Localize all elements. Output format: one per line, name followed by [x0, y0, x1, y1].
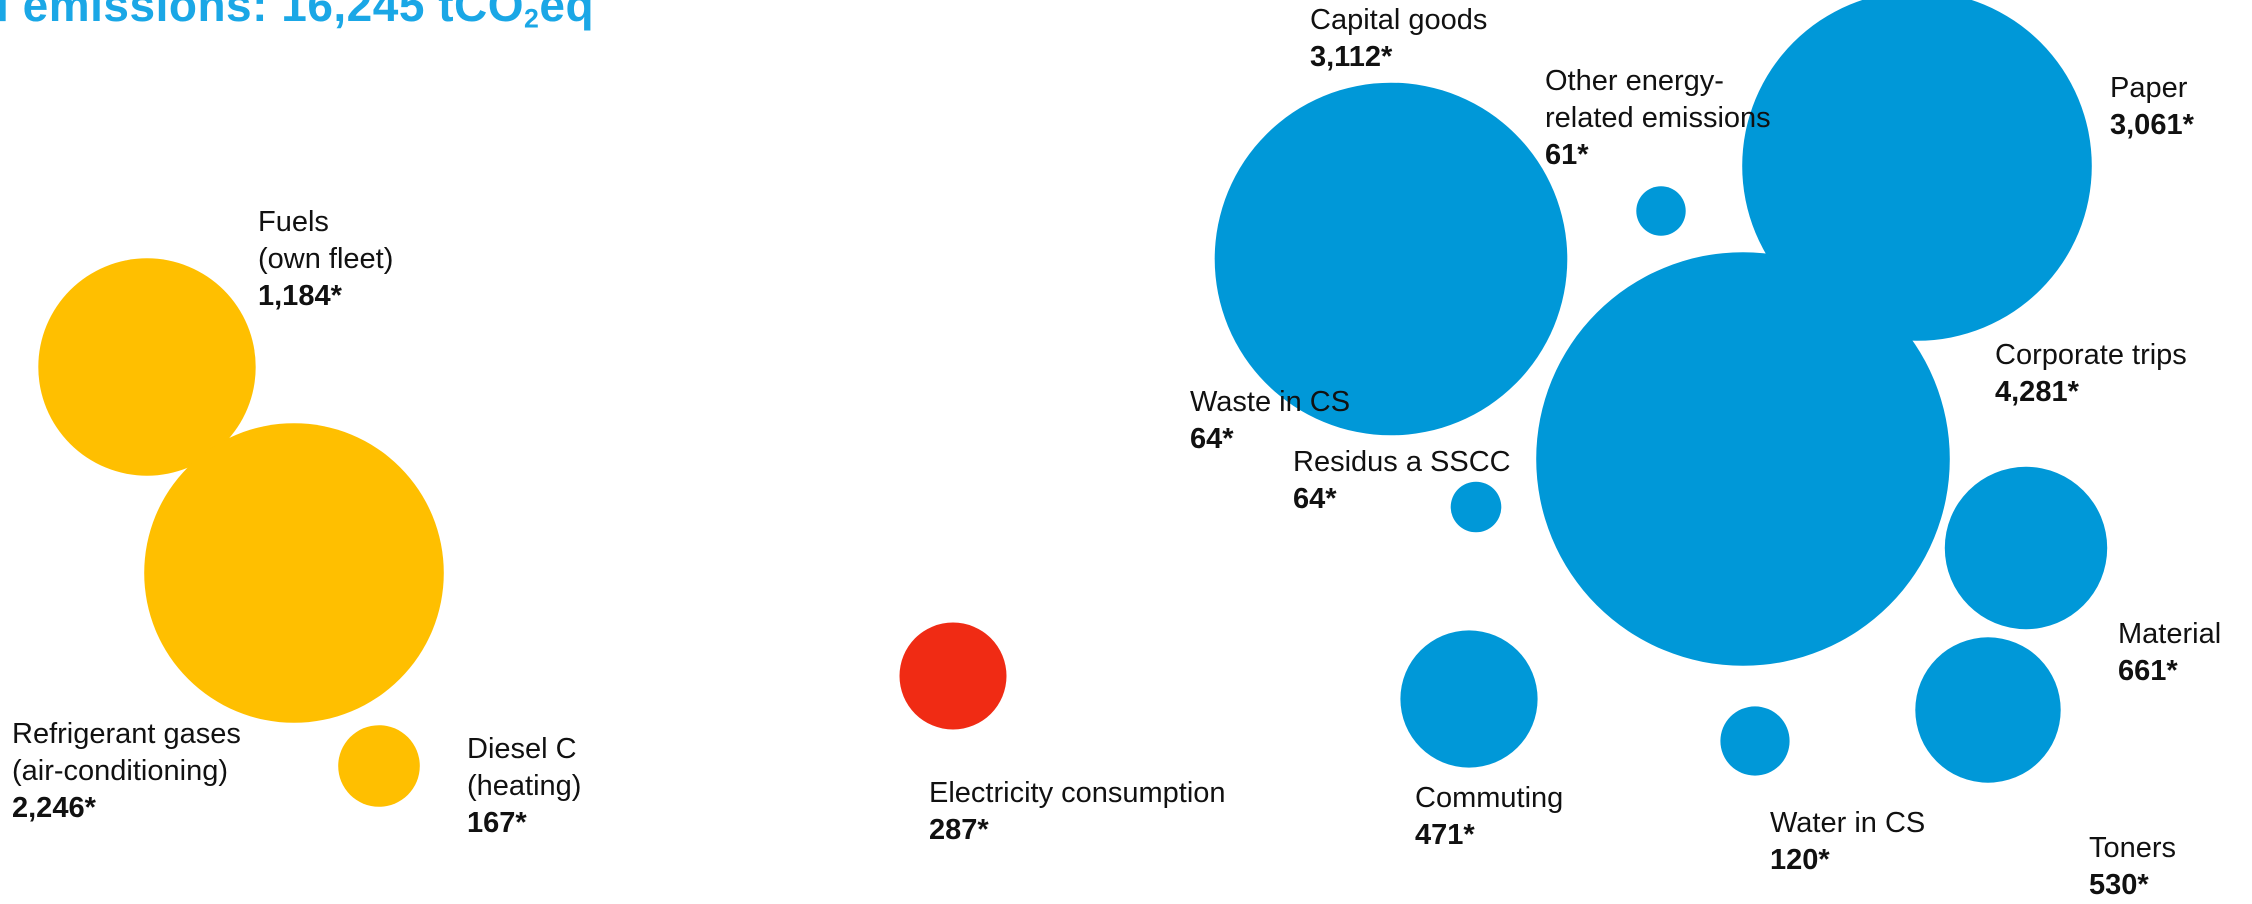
bubble-value: 64* — [1190, 423, 1234, 455]
bubble-value: 120* — [1770, 844, 1830, 876]
bubble-trips — [1536, 252, 1950, 666]
chart-title-main: al emissions: 16,245 tCO — [0, 0, 525, 31]
bubble-value: 3,061* — [2110, 109, 2194, 141]
bubble-label-toners: Toners 530* — [2089, 830, 2176, 904]
chart-title-subscript: 2 — [524, 3, 540, 34]
bubble-name-line: Refrigerant gases — [12, 718, 241, 750]
bubble-label-paper: Paper 3,061* — [2110, 70, 2194, 144]
bubble-name-line: Residus a SSCC — [1293, 446, 1511, 478]
bubble-value: 4,281* — [1995, 376, 2079, 408]
chart-title-suffix: eq — [539, 0, 595, 31]
bubble-name-line: Corporate trips — [1995, 339, 2187, 371]
bubble-name-line: Fuels — [258, 206, 329, 238]
bubble-fuels — [38, 258, 256, 476]
bubble-refrigerant — [144, 423, 444, 723]
bubble-value: 471* — [1415, 819, 1475, 851]
bubble-name-line: Diesel C — [467, 733, 577, 765]
bubble-label-refrigerant: Refrigerant gases (air-conditioning) 2,246… — [12, 716, 241, 827]
bubble-value: 1,184* — [258, 280, 342, 312]
bubble-name-line: Electricity consumption — [929, 777, 1226, 809]
bubble-value: 167* — [467, 807, 527, 839]
bubble-diesel — [338, 725, 420, 807]
bubble-label-fuels: Fuels (own fleet) 1,184* — [258, 204, 393, 315]
bubble-name-line: Toners — [2089, 832, 2177, 864]
bubble-value: 530* — [2089, 869, 2149, 901]
bubble-water — [1720, 706, 1790, 776]
bubble-name-line: Capital goods — [1310, 4, 1488, 36]
bubble-name-line: Commuting — [1415, 782, 1564, 814]
bubble-label-commuting: Commuting 471* — [1415, 780, 1563, 854]
chart-title: al emissions: 16,245 tCO2eq — [0, 0, 594, 35]
bubble-label-other-energy: Other energy-related emissions 61* — [1545, 63, 1771, 174]
bubble-name-line: (own fleet) — [258, 243, 394, 275]
bubble-name-line: Other energy- — [1545, 65, 1724, 97]
bubble-material — [1944, 466, 2108, 630]
bubble-name-line: Water in CS — [1770, 807, 1926, 839]
bubble-label-electricity: Electricity consumption 287* — [929, 775, 1226, 849]
bubble-name-line: related emissions — [1545, 102, 1771, 134]
bubble-value: 64* — [1293, 483, 1337, 515]
bubble-other-energy — [1636, 186, 1686, 236]
bubble-label-water: Water in CS 120* — [1770, 805, 1925, 879]
bubble-value: 2,246* — [12, 792, 96, 824]
bubble-value: 287* — [929, 814, 989, 846]
bubble-value: 61* — [1545, 139, 1589, 171]
bubble-label-trips: Corporate trips 4,281* — [1995, 337, 2187, 411]
bubble-electricity — [899, 622, 1007, 730]
bubble-label-capital: Capital goods 3,112* — [1310, 2, 1487, 76]
bubble-capital — [1214, 82, 1568, 436]
bubble-toners — [1915, 637, 2061, 783]
bubble-value: 661* — [2118, 655, 2178, 687]
bubble-name-line: (heating) — [467, 770, 582, 802]
bubble-paper — [1742, 0, 2092, 341]
bubble-residus — [1450, 481, 1502, 533]
bubble-label-residus: Residus a SSCC 64* — [1293, 444, 1511, 518]
bubble-commuting — [1400, 630, 1538, 768]
bubble-name-line: Waste in CS — [1190, 386, 1351, 418]
bubble-name-line: Material — [2118, 618, 2222, 650]
bubble-label-material: Material 661* — [2118, 616, 2221, 690]
bubble-value: 3,112* — [1310, 41, 1393, 73]
bubble-label-waste: Waste in CS 64* — [1190, 384, 1350, 458]
bubble-name-line: (air-conditioning) — [12, 755, 228, 787]
bubble-label-diesel: Diesel C (heating) 167* — [467, 731, 581, 842]
bubble-name-line: Paper — [2110, 72, 2188, 104]
